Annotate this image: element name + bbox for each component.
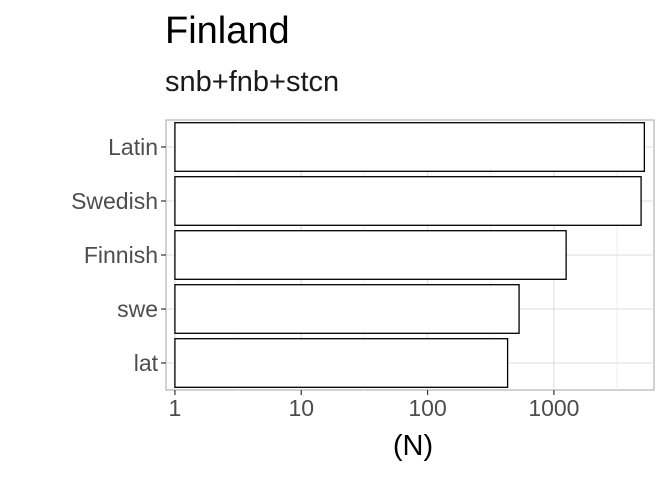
x-tick-label: 1 xyxy=(169,395,182,421)
chart-title: Finland xyxy=(165,10,290,52)
bars xyxy=(174,122,646,388)
y-axis: Latin Swedish Finnish swe lat xyxy=(71,134,166,376)
y-tick-label: lat xyxy=(134,350,159,376)
bar xyxy=(174,284,520,334)
x-tick-label: 10 xyxy=(288,395,314,421)
x-tick-label: 100 xyxy=(408,395,446,421)
y-tick-label: swe xyxy=(117,296,158,322)
x-tick-label: 1000 xyxy=(528,395,579,421)
y-tick-label: Latin xyxy=(108,134,158,160)
y-tick-label: Finnish xyxy=(84,242,158,268)
y-tick-label: Swedish xyxy=(71,188,158,214)
bar xyxy=(174,230,567,280)
bar xyxy=(174,122,646,172)
chart-subtitle: snb+fnb+stcn xyxy=(165,66,340,98)
x-axis: 1 10 100 1000 xyxy=(169,390,579,421)
bar xyxy=(174,176,642,226)
x-axis-title: (N) xyxy=(393,430,433,462)
bar xyxy=(174,338,509,388)
